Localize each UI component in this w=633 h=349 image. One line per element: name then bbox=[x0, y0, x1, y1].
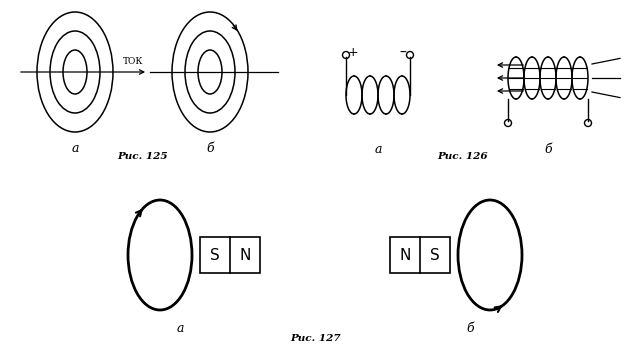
Text: б: б bbox=[206, 142, 214, 155]
Text: S: S bbox=[430, 247, 440, 262]
Text: ТОК: ТОК bbox=[123, 57, 143, 66]
Text: +: + bbox=[348, 46, 358, 59]
Text: Рис. 126: Рис. 126 bbox=[437, 152, 488, 161]
Text: а: а bbox=[374, 143, 382, 156]
Text: N: N bbox=[239, 247, 251, 262]
Text: Рис. 125: Рис. 125 bbox=[118, 152, 168, 161]
Text: б: б bbox=[466, 322, 474, 335]
Text: а: а bbox=[176, 322, 184, 335]
Text: Рис. 127: Рис. 127 bbox=[291, 334, 341, 343]
Bar bbox=[200, 237, 260, 273]
Text: б: б bbox=[544, 143, 552, 156]
Text: а: а bbox=[72, 142, 78, 155]
Bar bbox=[390, 237, 450, 273]
Text: N: N bbox=[399, 247, 411, 262]
Text: S: S bbox=[210, 247, 220, 262]
Text: –: – bbox=[399, 46, 406, 60]
